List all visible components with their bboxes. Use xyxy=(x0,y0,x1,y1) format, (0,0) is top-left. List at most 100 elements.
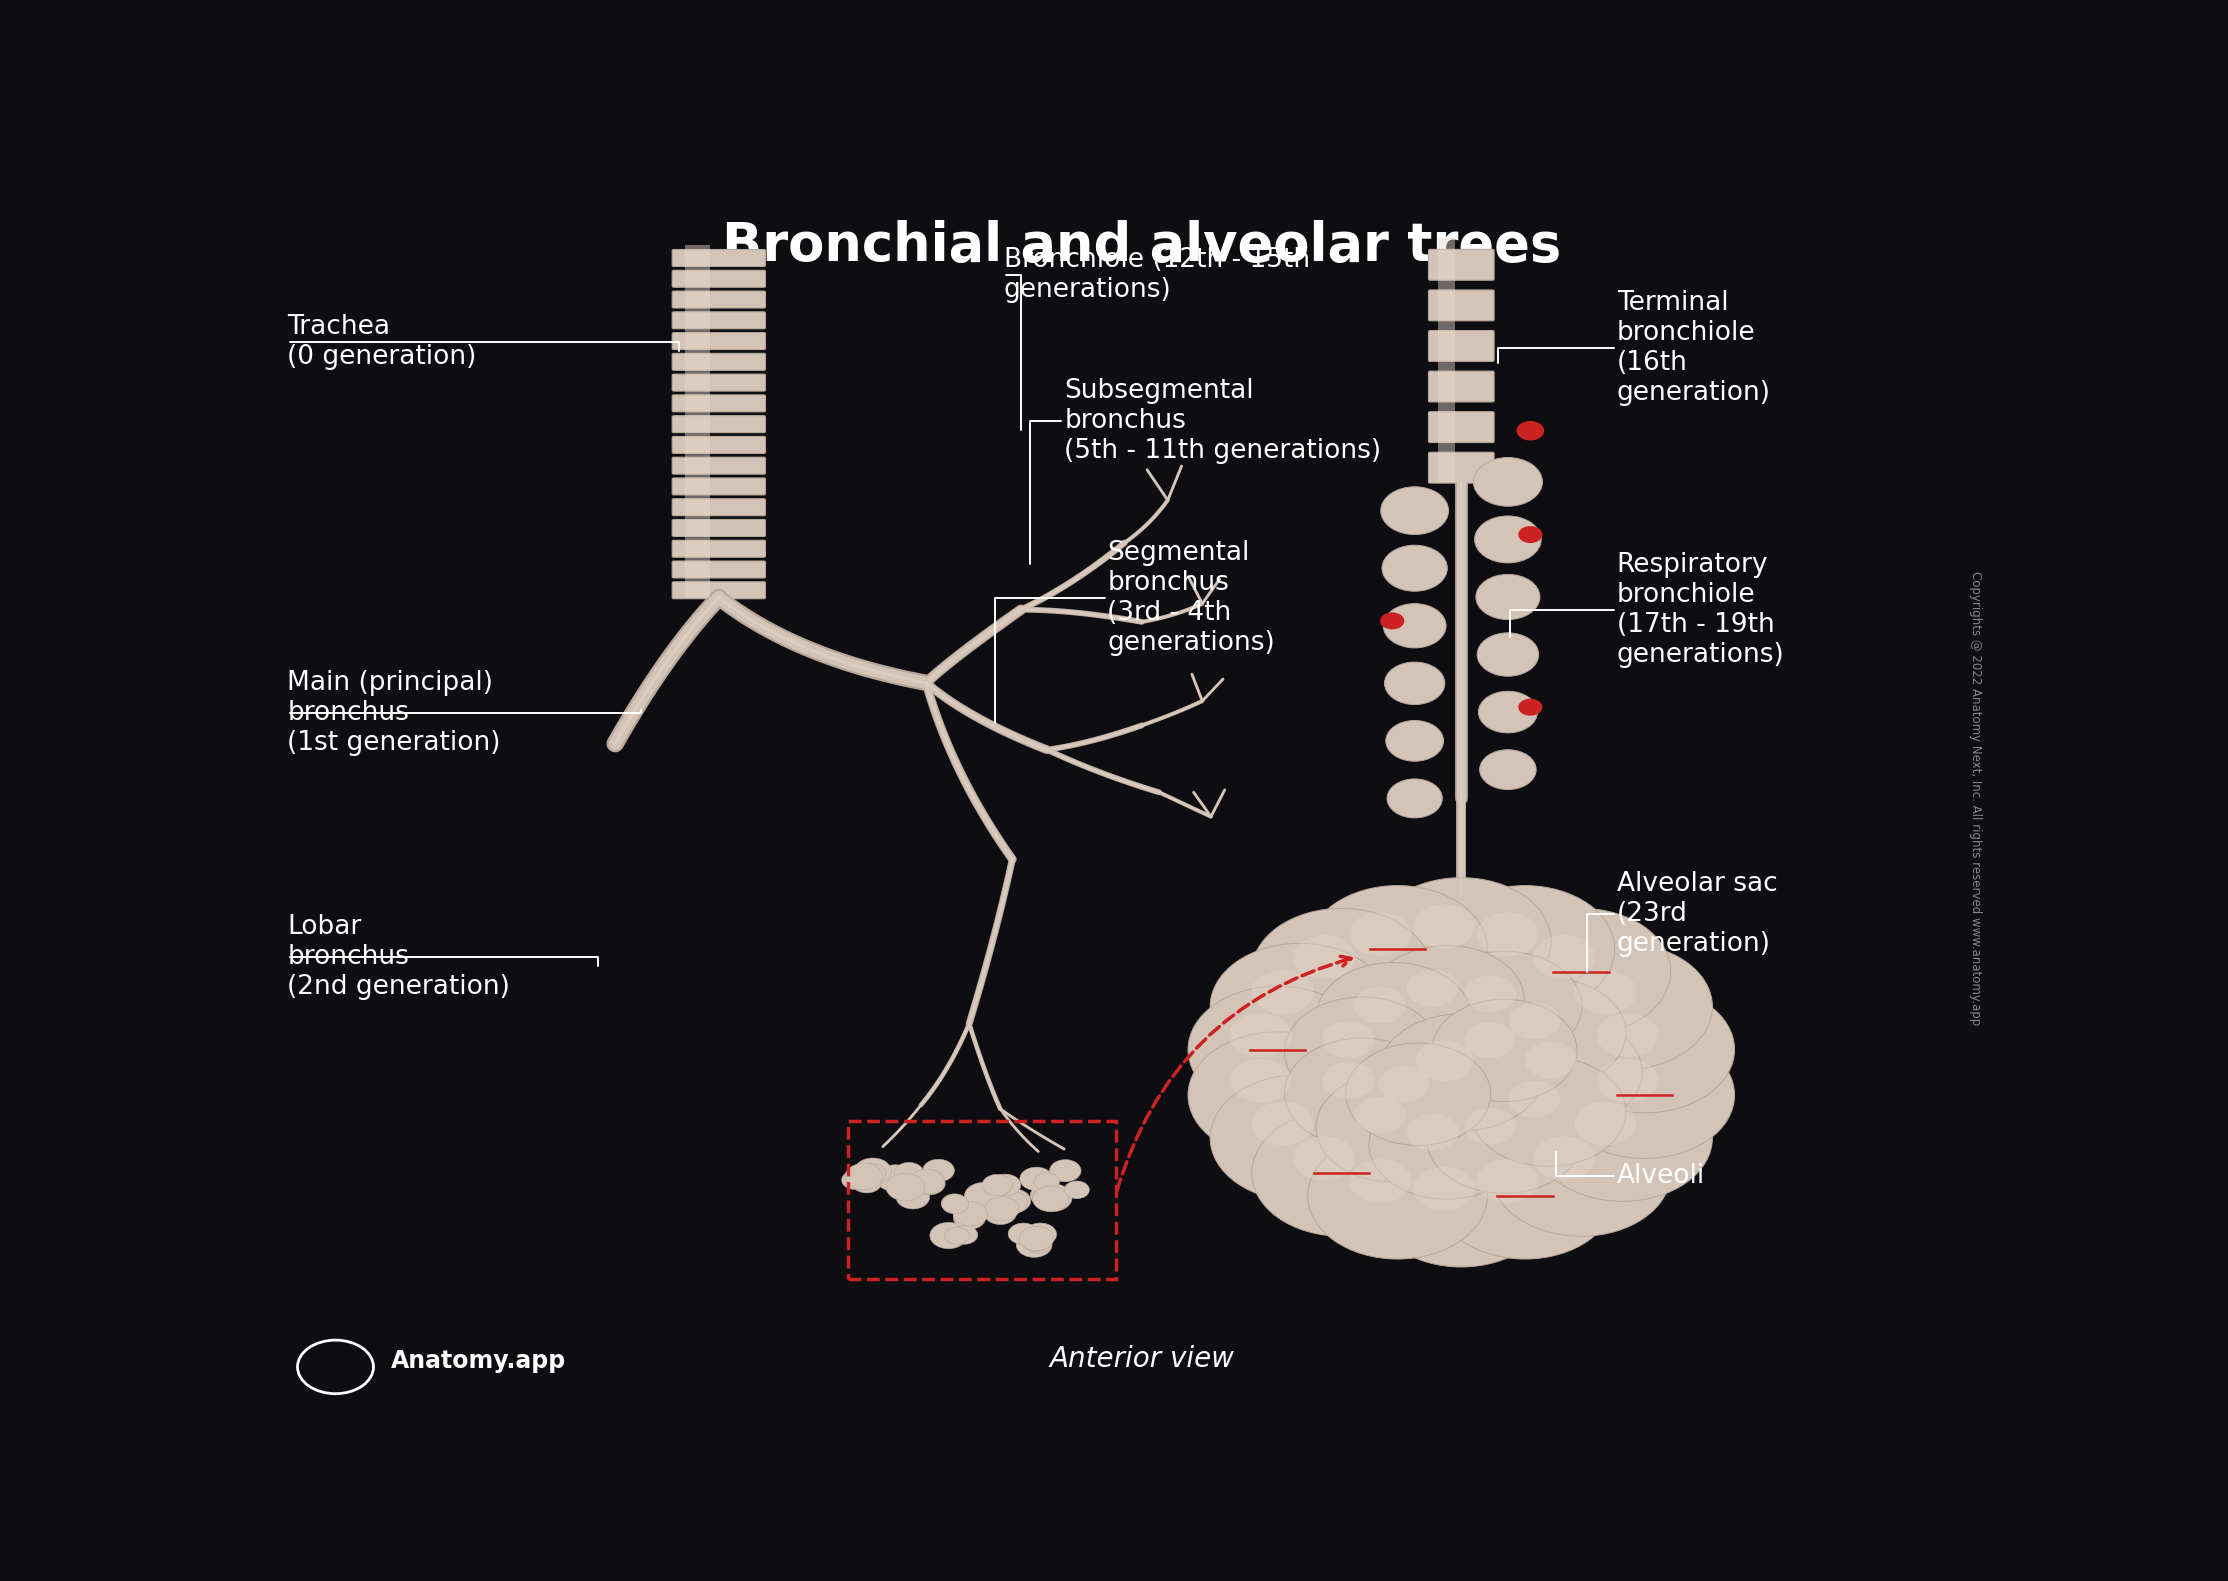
Circle shape xyxy=(1308,885,1488,1012)
Circle shape xyxy=(985,1197,1018,1221)
FancyBboxPatch shape xyxy=(673,582,766,599)
Circle shape xyxy=(1016,1232,1052,1257)
Circle shape xyxy=(1023,1233,1049,1252)
FancyBboxPatch shape xyxy=(673,291,766,308)
Circle shape xyxy=(985,1202,1016,1225)
FancyBboxPatch shape xyxy=(673,477,766,495)
Circle shape xyxy=(1308,1132,1488,1258)
Text: Respiratory
bronchiole
(17th - 19th
generations): Respiratory bronchiole (17th - 19th gene… xyxy=(1618,552,1785,667)
Circle shape xyxy=(1475,574,1540,620)
Circle shape xyxy=(1479,749,1535,789)
FancyBboxPatch shape xyxy=(673,375,766,391)
Circle shape xyxy=(1210,944,1390,1070)
Circle shape xyxy=(1323,1021,1375,1058)
Circle shape xyxy=(1426,1083,1582,1194)
Circle shape xyxy=(896,1186,929,1209)
Circle shape xyxy=(945,1227,969,1244)
Circle shape xyxy=(1317,963,1470,1072)
Circle shape xyxy=(1386,721,1444,760)
Circle shape xyxy=(1292,936,1355,979)
Circle shape xyxy=(1292,1137,1355,1181)
Circle shape xyxy=(893,1162,925,1183)
Circle shape xyxy=(1009,1224,1038,1244)
Circle shape xyxy=(994,1190,1027,1214)
Circle shape xyxy=(1018,1227,1054,1251)
Circle shape xyxy=(1230,1059,1292,1102)
Circle shape xyxy=(998,1189,1032,1213)
Circle shape xyxy=(965,1183,1003,1209)
FancyBboxPatch shape xyxy=(1428,452,1495,484)
FancyBboxPatch shape xyxy=(673,332,766,349)
Circle shape xyxy=(1517,526,1542,544)
Circle shape xyxy=(909,1170,945,1194)
Circle shape xyxy=(1517,699,1542,716)
Circle shape xyxy=(1477,912,1540,957)
Text: Anatomy.app: Anatomy.app xyxy=(390,1349,566,1372)
Circle shape xyxy=(1413,904,1475,949)
FancyBboxPatch shape xyxy=(673,436,766,454)
FancyBboxPatch shape xyxy=(673,270,766,288)
FancyBboxPatch shape xyxy=(673,311,766,329)
Circle shape xyxy=(1533,936,1595,979)
Circle shape xyxy=(942,1195,969,1214)
Circle shape xyxy=(858,1159,887,1179)
Circle shape xyxy=(1479,691,1537,734)
Circle shape xyxy=(1210,1075,1390,1202)
Circle shape xyxy=(1575,971,1635,1013)
Circle shape xyxy=(1065,1181,1089,1198)
Circle shape xyxy=(1413,1167,1475,1211)
Circle shape xyxy=(1384,662,1444,705)
Circle shape xyxy=(1020,1167,1054,1190)
Circle shape xyxy=(1252,1102,1315,1145)
Circle shape xyxy=(1388,779,1442,817)
Circle shape xyxy=(858,1164,887,1183)
Circle shape xyxy=(942,1194,967,1213)
Circle shape xyxy=(1029,1184,1063,1206)
Text: Copyrights @ 2022 Anatomy Next, Inc. All rights reserved www.anatomy.app: Copyrights @ 2022 Anatomy Next, Inc. All… xyxy=(1970,571,1983,1026)
Circle shape xyxy=(1435,885,1615,1012)
FancyBboxPatch shape xyxy=(673,395,766,413)
Circle shape xyxy=(1406,969,1459,1007)
FancyBboxPatch shape xyxy=(673,561,766,579)
Circle shape xyxy=(1491,1110,1671,1236)
Text: Segmental
bronchus
(3rd - 4th
generations): Segmental bronchus (3rd - 4th generation… xyxy=(1107,539,1274,656)
Circle shape xyxy=(1355,987,1406,1023)
Circle shape xyxy=(1368,945,1524,1055)
Circle shape xyxy=(989,1175,1020,1195)
Circle shape xyxy=(954,1202,987,1225)
Circle shape xyxy=(1188,1032,1368,1159)
Circle shape xyxy=(1188,987,1368,1113)
Circle shape xyxy=(983,1175,1012,1195)
Circle shape xyxy=(1470,1056,1626,1167)
Circle shape xyxy=(853,1157,891,1184)
Circle shape xyxy=(1597,1013,1658,1056)
Circle shape xyxy=(1406,1115,1459,1151)
Circle shape xyxy=(1350,912,1410,957)
Circle shape xyxy=(891,1168,920,1189)
FancyBboxPatch shape xyxy=(1428,289,1495,321)
Circle shape xyxy=(842,1172,869,1189)
Circle shape xyxy=(1508,1002,1560,1039)
Circle shape xyxy=(1379,1066,1428,1102)
Circle shape xyxy=(851,1172,882,1194)
Circle shape xyxy=(1252,909,1430,1036)
Circle shape xyxy=(1555,1032,1736,1159)
Text: Bronchiole (12th - 15th
generations): Bronchiole (12th - 15th generations) xyxy=(1003,247,1310,304)
Circle shape xyxy=(1286,998,1439,1107)
Text: Alveolar sac
(23rd
generation): Alveolar sac (23rd generation) xyxy=(1618,871,1778,957)
FancyBboxPatch shape xyxy=(1428,330,1495,362)
Circle shape xyxy=(1435,1132,1615,1258)
Circle shape xyxy=(1049,1159,1081,1183)
Circle shape xyxy=(954,1206,985,1228)
Circle shape xyxy=(1379,1013,1544,1130)
Circle shape xyxy=(1473,457,1542,506)
Circle shape xyxy=(1372,1140,1551,1266)
Circle shape xyxy=(1533,1137,1595,1181)
Circle shape xyxy=(1477,1159,1540,1203)
Circle shape xyxy=(1426,952,1582,1061)
Circle shape xyxy=(1384,604,1446,648)
Circle shape xyxy=(1034,1173,1061,1190)
FancyBboxPatch shape xyxy=(673,250,766,267)
Circle shape xyxy=(1286,1039,1439,1148)
Text: Alveoli: Alveoli xyxy=(1618,1162,1704,1189)
